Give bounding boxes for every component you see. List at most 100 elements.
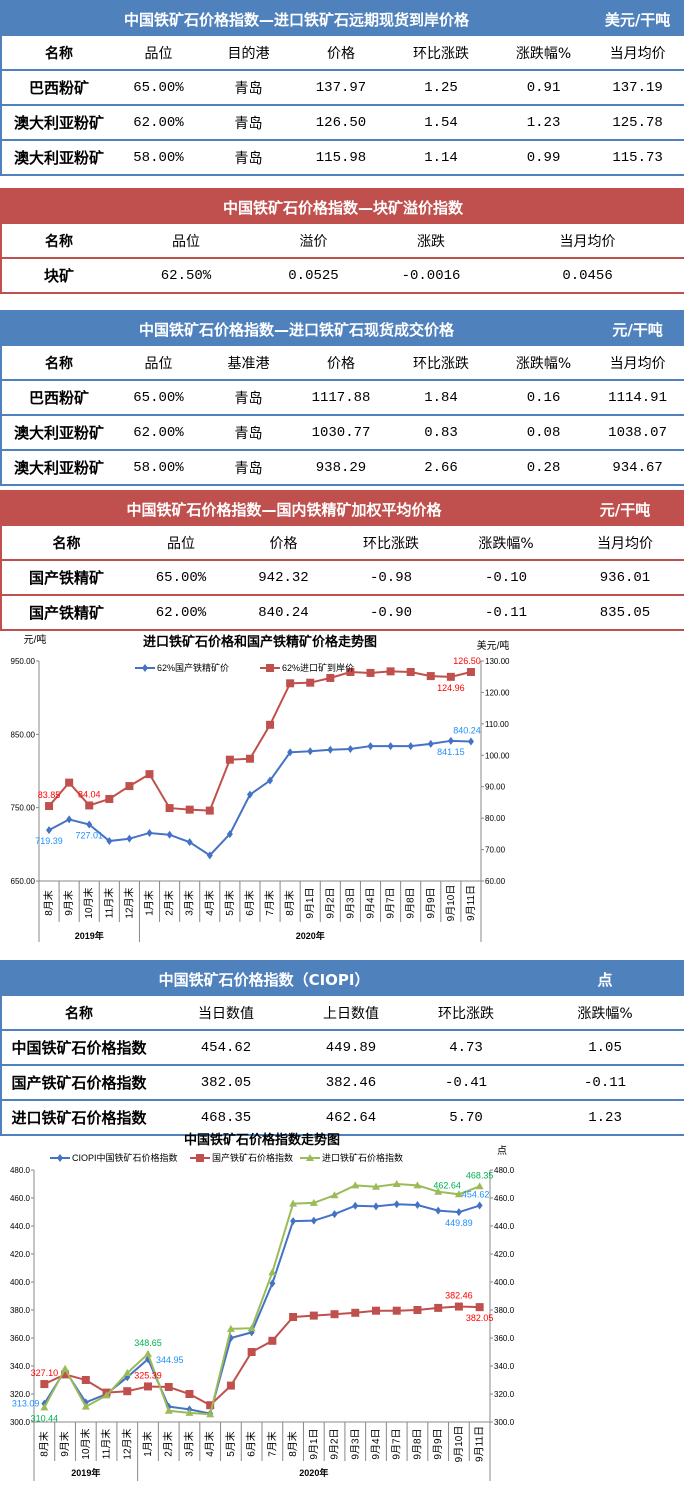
- column-header: 环比涨跌: [413, 355, 469, 372]
- category-label: 6月末: [243, 890, 256, 916]
- y2-tick-label: 80.00: [485, 814, 506, 823]
- data-point: [331, 1210, 338, 1219]
- data-point: [123, 1369, 132, 1376]
- cell-value: 0.91: [526, 79, 561, 96]
- table-row: 澳大利亚粉矿 58.00% 青岛 115.98 1.14 0.99 115.73: [1, 140, 684, 175]
- y2-tick-label: 110.00: [485, 720, 509, 729]
- data-label: 344.95: [156, 1355, 184, 1365]
- data-point: [185, 1408, 194, 1416]
- legend-marker: [266, 664, 274, 672]
- data-point: [306, 678, 315, 687]
- table-title: 中国铁矿石价格指数—进口铁矿石现货成交价格: [139, 320, 455, 339]
- category-label: 10月末: [79, 1428, 92, 1459]
- cell-value: 青岛: [234, 461, 263, 478]
- data-point: [455, 1208, 462, 1217]
- data-point: [286, 679, 295, 688]
- cell-value: 1.84: [424, 389, 458, 406]
- table-row: 国产铁精矿 65.00% 942.32 -0.98 -0.10 936.01: [1, 560, 684, 595]
- category-label: 8月末: [42, 890, 55, 916]
- data-point: [310, 1216, 317, 1225]
- cell-value: 4.73: [449, 1039, 483, 1056]
- data-point: [372, 1182, 380, 1190]
- category-label: 7月末: [263, 890, 276, 916]
- y2-tick-label: 120.00: [485, 688, 510, 697]
- data-point: [466, 668, 475, 676]
- y-tick-label: 750.00: [11, 804, 36, 813]
- category-label: 3月末: [183, 890, 196, 916]
- category-label: 9月11日: [465, 885, 477, 921]
- cell-value: 2.66: [424, 459, 458, 476]
- row-name: 中国铁矿石价格指数: [11, 1039, 147, 1057]
- data-point: [290, 1217, 297, 1226]
- column-header: 当日数值: [198, 1005, 254, 1022]
- row-name: 国产铁精矿: [28, 604, 104, 622]
- table-header-row: 名称 品位 溢价 涨跌 当月均价: [1, 224, 684, 258]
- data-point: [164, 1406, 173, 1414]
- cell-value: 115.98: [315, 149, 367, 166]
- data-point: [454, 1302, 463, 1311]
- data-point: [166, 830, 173, 839]
- data-label: 310.44: [31, 1413, 59, 1423]
- table-row: 澳大利亚粉矿 62.00% 青岛 1030.77 0.83 0.08 1038.07: [1, 415, 684, 450]
- category-label: 4月末: [203, 890, 216, 916]
- data-point: [413, 1306, 422, 1314]
- cell-value: 65.00%: [155, 569, 207, 586]
- data-point: [268, 1268, 277, 1276]
- chart-title: 中国铁矿石价格指数走势图: [184, 1132, 340, 1147]
- data-point: [245, 754, 254, 763]
- data-point: [289, 1199, 298, 1207]
- data-point: [330, 1191, 339, 1199]
- table-title: 中国铁矿石价格指数—进口铁矿石远期现货到岸价格: [124, 10, 470, 29]
- data-point: [266, 720, 275, 729]
- data-point: [82, 1398, 89, 1407]
- cell-value: 青岛: [234, 426, 263, 443]
- cell-value: 1.25: [424, 79, 458, 96]
- y-tick-label: 480.0: [10, 1166, 31, 1175]
- table-unit: 美元/干吨: [604, 10, 671, 29]
- category-label: 9月末: [58, 1431, 71, 1457]
- data-point: [65, 778, 74, 787]
- cell-value: 382.05: [200, 1074, 252, 1091]
- cell-value: 青岛: [234, 81, 263, 98]
- data-point: [125, 782, 134, 791]
- data-label: 313.09: [12, 1399, 40, 1409]
- data-point: [124, 1373, 131, 1382]
- category-label: 9月1日: [304, 887, 316, 918]
- category-label: 9月8日: [411, 1428, 423, 1459]
- data-label: 124.96: [437, 683, 465, 693]
- category-label: 9月2日: [324, 887, 336, 918]
- table-unit: 元/干吨: [612, 320, 663, 339]
- domestic-concentrate-table: 中国铁矿石价格指数—国内铁精矿加权平均价格 元/干吨 名称 品位 价格 环比涨跌 涨跌幅% 当…: [0, 490, 684, 631]
- y-tick-label: 850.00: [11, 730, 36, 739]
- data-label: 84.04: [78, 789, 101, 799]
- table-row: 块矿 62.50% 0.0525 -0.0016 0.0456: [1, 258, 684, 293]
- y2-tick-label: 380.0: [494, 1306, 515, 1315]
- data-point: [126, 834, 133, 843]
- table-row: 国产铁矿石价格指数 382.05 382.46 -0.41 -0.11: [1, 1065, 684, 1100]
- cell-value: 462.64: [325, 1109, 377, 1126]
- legend-label: 62%国产铁精矿价: [157, 662, 229, 673]
- cell-value: 126.50: [315, 114, 367, 131]
- y-tick-label: 300.0: [10, 1418, 31, 1427]
- data-label: 327.10: [31, 1368, 59, 1378]
- data-point: [407, 742, 414, 751]
- row-name: 巴西粉矿: [28, 79, 89, 97]
- data-point: [185, 805, 194, 814]
- column-header: 价格: [269, 535, 298, 552]
- column-header: 名称: [52, 535, 81, 552]
- data-point: [387, 742, 394, 751]
- data-point: [475, 1303, 484, 1312]
- import-spot-price-table: 中国铁矿石价格指数—进口铁矿石现货成交价格 元/干吨 名称 品位 基准港 价格 环比涨跌 涨跌…: [0, 310, 684, 486]
- data-point: [326, 673, 335, 682]
- cell-value: 137.97: [315, 79, 367, 96]
- year-group-label: 2019年: [71, 1467, 100, 1478]
- data-label: 348.65: [134, 1338, 162, 1348]
- column-header: 品位: [144, 355, 173, 372]
- y-tick-label: 460.0: [10, 1194, 31, 1203]
- data-point: [206, 1401, 215, 1410]
- cell-value: 62.00%: [155, 604, 207, 621]
- table-row: 进口铁矿石价格指数 468.35 462.64 5.70 1.23: [1, 1100, 684, 1135]
- cell-value: 382.46: [325, 1074, 377, 1091]
- data-point: [413, 1181, 422, 1189]
- data-point: [185, 1390, 194, 1398]
